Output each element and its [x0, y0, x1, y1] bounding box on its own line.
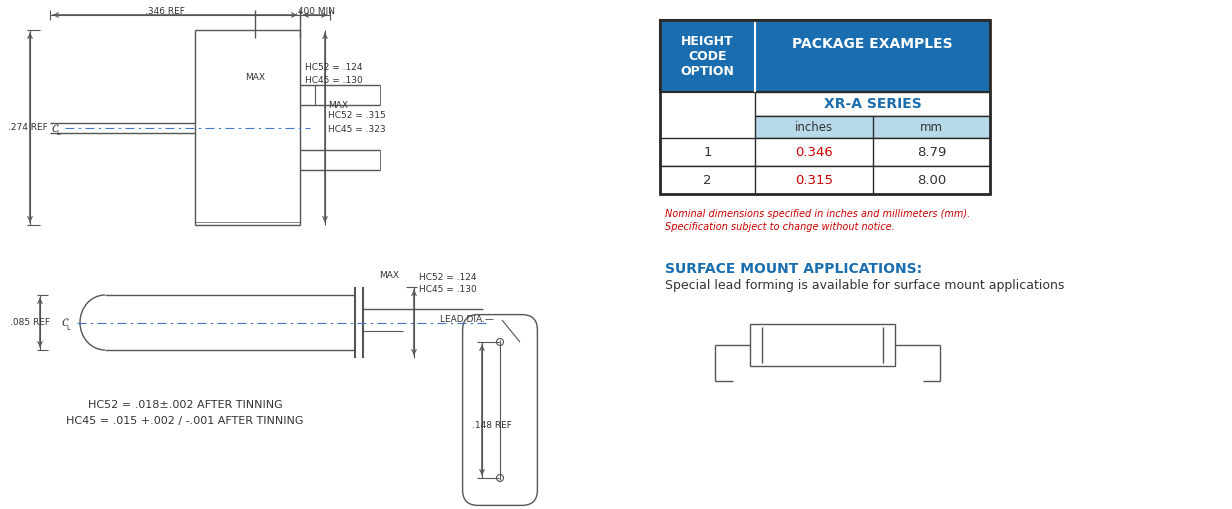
- Text: 1: 1: [703, 146, 712, 158]
- Text: $\mathcal{C}$: $\mathcal{C}$: [51, 122, 59, 133]
- Bar: [660, 166, 991, 194]
- Text: HC52 = .315: HC52 = .315: [328, 111, 386, 120]
- Bar: [660, 138, 991, 166]
- Bar: [660, 20, 991, 92]
- Bar: [660, 20, 991, 194]
- Text: 8.00: 8.00: [917, 174, 946, 186]
- Text: .346 REF: .346 REF: [145, 7, 185, 15]
- Bar: [755, 116, 991, 138]
- Text: SURFACE MOUNT APPLICATIONS:: SURFACE MOUNT APPLICATIONS:: [665, 262, 922, 276]
- Text: XR-A SERIES: XR-A SERIES: [824, 97, 922, 111]
- Text: 8.79: 8.79: [917, 146, 946, 158]
- Text: inches: inches: [795, 121, 833, 133]
- Text: HC45 = .323: HC45 = .323: [328, 125, 386, 134]
- Circle shape: [496, 338, 504, 346]
- Text: L: L: [55, 129, 60, 135]
- Text: .400 MIN: .400 MIN: [294, 7, 335, 15]
- Text: Specification subject to change without notice.: Specification subject to change without …: [665, 222, 894, 232]
- Bar: [755, 92, 991, 116]
- Text: MAX: MAX: [379, 270, 399, 279]
- Text: HC45 = .015 +.002 / -.001 AFTER TINNING: HC45 = .015 +.002 / -.001 AFTER TINNING: [67, 416, 304, 426]
- Text: 0.315: 0.315: [795, 174, 833, 186]
- Text: HEIGHT
CODE
OPTION: HEIGHT CODE OPTION: [680, 35, 734, 77]
- Text: PACKAGE EXAMPLES: PACKAGE EXAMPLES: [792, 37, 952, 51]
- Text: 2: 2: [703, 174, 712, 186]
- Text: 0.346: 0.346: [795, 146, 833, 158]
- Text: HC45 = .130: HC45 = .130: [306, 75, 362, 84]
- Circle shape: [496, 474, 504, 482]
- Text: .085 REF: .085 REF: [10, 318, 51, 327]
- Text: Nominal dimensions specified in inches and millimeters (mm).: Nominal dimensions specified in inches a…: [665, 209, 971, 219]
- Text: MAX: MAX: [245, 72, 265, 81]
- Text: HC45 = .130: HC45 = .130: [419, 286, 477, 295]
- Bar: [750, 324, 894, 366]
- Text: HC52 = .018±.002 AFTER TINNING: HC52 = .018±.002 AFTER TINNING: [87, 400, 282, 410]
- Text: MAX: MAX: [328, 101, 347, 110]
- Text: L: L: [67, 325, 70, 330]
- Text: mm: mm: [920, 121, 942, 133]
- Text: HC52 = .124: HC52 = .124: [419, 272, 477, 281]
- Text: .148 REF: .148 REF: [472, 420, 511, 430]
- Text: $\mathcal{C}$: $\mathcal{C}$: [60, 317, 69, 328]
- Text: HC52 = .124: HC52 = .124: [306, 63, 362, 71]
- Text: Special lead forming is available for surface mount applications: Special lead forming is available for su…: [665, 278, 1064, 292]
- Text: LEAD DIA.—: LEAD DIA.—: [440, 316, 494, 325]
- Text: .274 REF: .274 REF: [7, 123, 48, 132]
